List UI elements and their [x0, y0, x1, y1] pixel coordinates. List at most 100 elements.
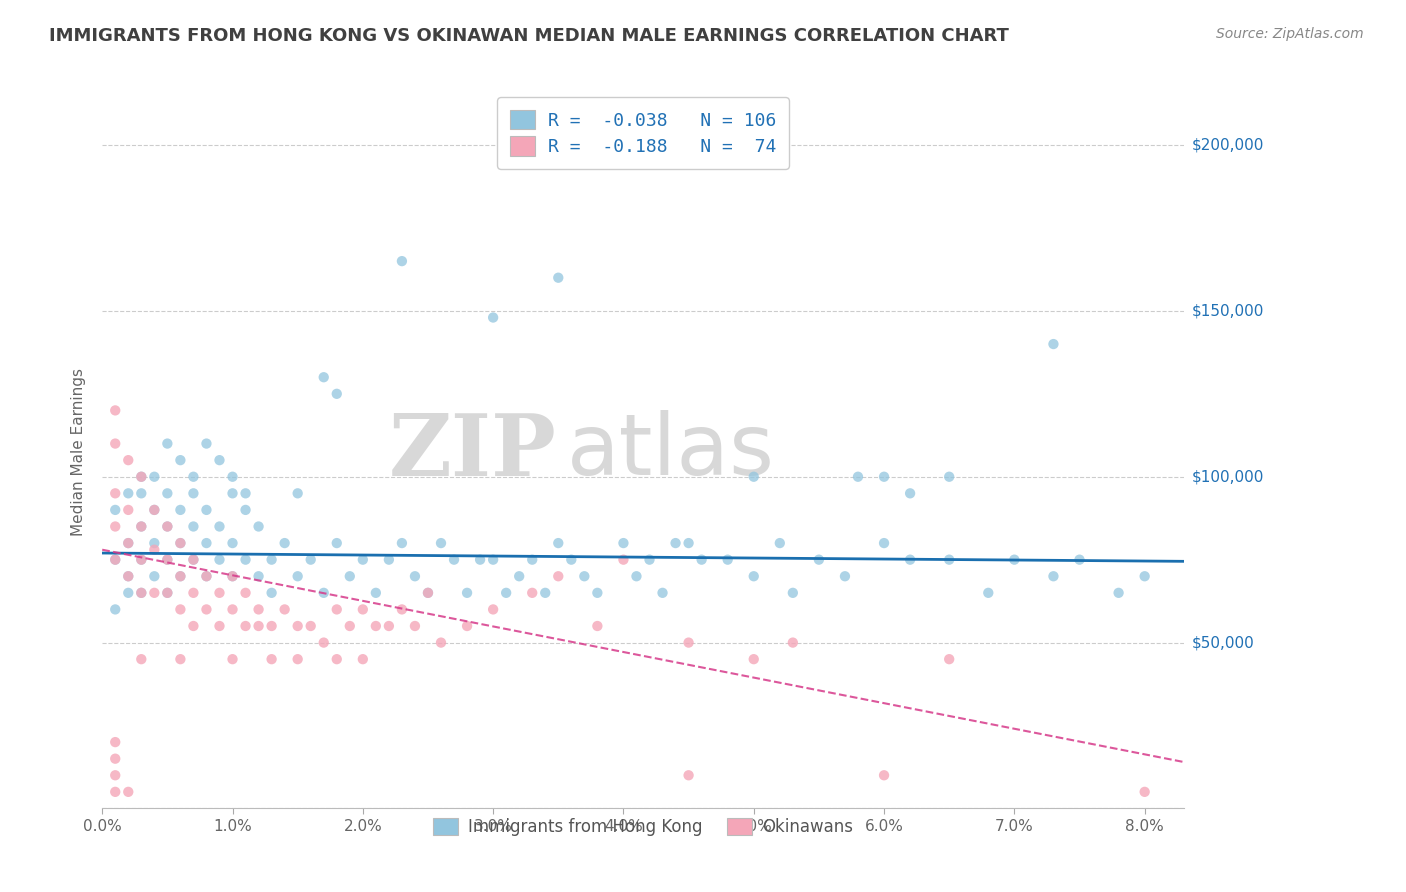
Point: [287, 652, 309, 666]
Point: [208, 519, 231, 533]
Point: [156, 519, 179, 533]
Point: [547, 569, 569, 583]
Point: [1108, 586, 1130, 600]
Point: [287, 486, 309, 500]
Point: [769, 536, 792, 550]
Point: [208, 552, 231, 566]
Point: [456, 619, 478, 633]
Point: [156, 586, 179, 600]
Text: $200,000: $200,000: [1192, 137, 1264, 153]
Point: [678, 536, 700, 550]
Point: [638, 552, 661, 566]
Point: [221, 602, 243, 616]
Point: [534, 586, 557, 600]
Point: [195, 503, 218, 517]
Point: [352, 552, 374, 566]
Point: [482, 602, 505, 616]
Point: [352, 652, 374, 666]
Point: [846, 469, 869, 483]
Point: [195, 436, 218, 450]
Point: [1002, 552, 1025, 566]
Point: [208, 586, 231, 600]
Point: [131, 652, 153, 666]
Point: [1069, 552, 1091, 566]
Point: [364, 586, 387, 600]
Point: [104, 785, 127, 799]
Point: [104, 486, 127, 500]
Point: [312, 370, 335, 384]
Legend: Immigrants from Hong Kong, Okinawans: Immigrants from Hong Kong, Okinawans: [426, 812, 860, 843]
Point: [574, 569, 596, 583]
Point: [104, 436, 127, 450]
Point: [247, 519, 270, 533]
Point: [221, 652, 243, 666]
Point: [938, 652, 960, 666]
Point: [195, 536, 218, 550]
Point: [117, 586, 139, 600]
Point: [143, 469, 166, 483]
Point: [247, 602, 270, 616]
Text: atlas: atlas: [567, 410, 775, 493]
Point: [678, 768, 700, 782]
Point: [208, 619, 231, 633]
Point: [416, 586, 439, 600]
Point: [273, 602, 295, 616]
Text: $100,000: $100,000: [1192, 469, 1264, 484]
Point: [195, 569, 218, 583]
Point: [522, 552, 544, 566]
Y-axis label: Median Male Earnings: Median Male Earnings: [72, 368, 86, 536]
Point: [169, 536, 191, 550]
Point: [834, 569, 856, 583]
Point: [131, 519, 153, 533]
Point: [352, 602, 374, 616]
Point: [169, 536, 191, 550]
Point: [104, 735, 127, 749]
Point: [287, 619, 309, 633]
Point: [131, 552, 153, 566]
Point: [143, 536, 166, 550]
Point: [378, 552, 401, 566]
Point: [1133, 569, 1156, 583]
Point: [131, 486, 153, 500]
Point: [235, 586, 257, 600]
Point: [391, 254, 413, 268]
Text: $150,000: $150,000: [1192, 303, 1264, 318]
Point: [117, 453, 139, 467]
Point: [326, 386, 349, 401]
Point: [221, 569, 243, 583]
Point: [612, 536, 634, 550]
Point: [104, 552, 127, 566]
Point: [169, 569, 191, 583]
Point: [104, 519, 127, 533]
Point: [104, 752, 127, 766]
Point: [156, 552, 179, 566]
Point: [131, 552, 153, 566]
Point: [143, 503, 166, 517]
Point: [273, 536, 295, 550]
Point: [430, 536, 453, 550]
Point: [247, 619, 270, 633]
Point: [104, 602, 127, 616]
Point: [678, 635, 700, 649]
Point: [898, 552, 921, 566]
Point: [938, 469, 960, 483]
Point: [195, 602, 218, 616]
Point: [416, 586, 439, 600]
Point: [156, 586, 179, 600]
Point: [404, 619, 426, 633]
Point: [443, 552, 465, 566]
Point: [221, 469, 243, 483]
Point: [938, 552, 960, 566]
Point: [287, 569, 309, 583]
Point: [156, 486, 179, 500]
Point: [131, 519, 153, 533]
Point: [1133, 785, 1156, 799]
Point: [391, 602, 413, 616]
Text: IMMIGRANTS FROM HONG KONG VS OKINAWAN MEDIAN MALE EARNINGS CORRELATION CHART: IMMIGRANTS FROM HONG KONG VS OKINAWAN ME…: [49, 27, 1010, 45]
Point: [299, 552, 322, 566]
Point: [104, 403, 127, 417]
Point: [183, 619, 205, 633]
Point: [326, 536, 349, 550]
Point: [235, 552, 257, 566]
Point: [247, 569, 270, 583]
